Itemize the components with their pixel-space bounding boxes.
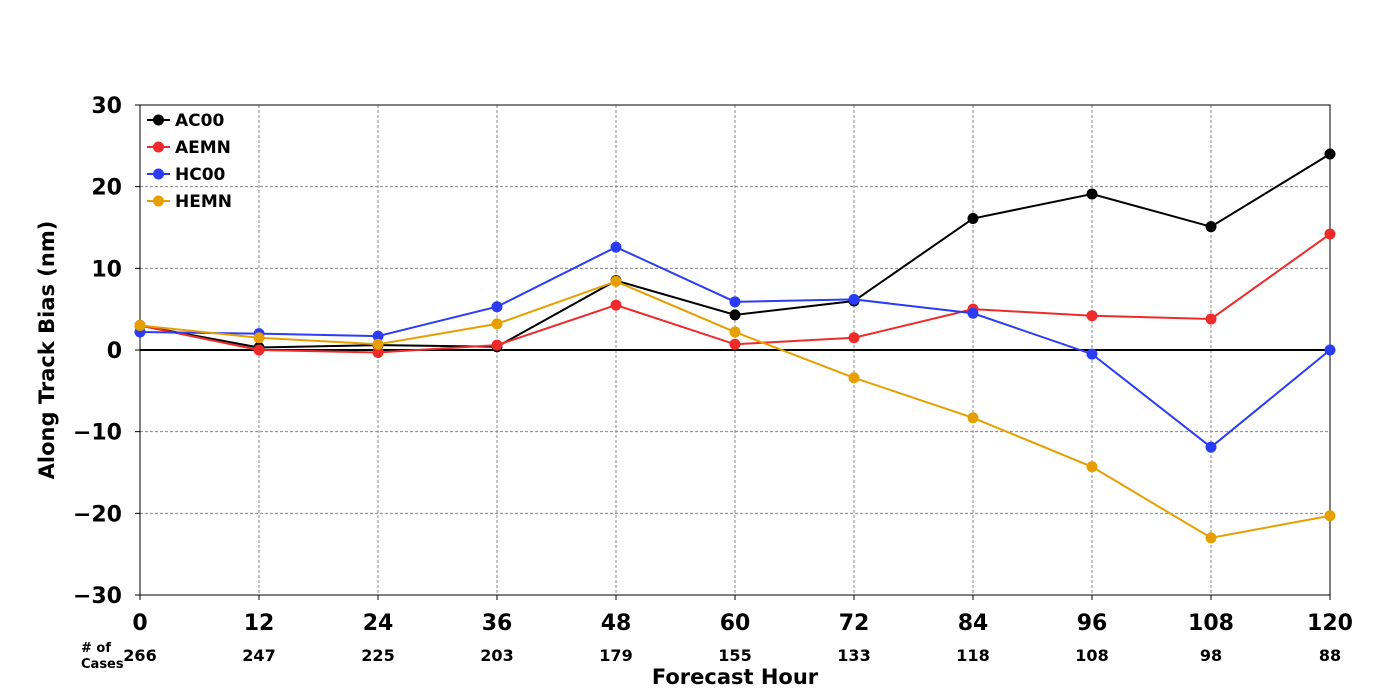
cases-value: 88 <box>1319 646 1341 665</box>
legend-marker-hc00 <box>153 168 164 180</box>
data-point-aemn <box>1324 228 1336 240</box>
y-tick-label: 20 <box>91 176 122 201</box>
data-point-hc00 <box>1324 344 1336 356</box>
data-point-hemn <box>729 326 741 338</box>
x-tick-label: 108 <box>1188 611 1234 636</box>
cases-value: 98 <box>1200 646 1222 665</box>
cases-value: 179 <box>599 646 632 665</box>
legend-label-hemn: HEMN <box>175 192 232 212</box>
series-hemn <box>134 275 1336 544</box>
data-point-aemn <box>729 338 741 350</box>
x-tick-label: 12 <box>244 611 275 636</box>
cases-value: 118 <box>956 646 989 665</box>
legend: AC00 AEMN HC00 HEMN <box>147 111 232 212</box>
data-point-hemn <box>491 318 503 330</box>
x-tick-label: 120 <box>1307 611 1353 636</box>
y-tick-label: 10 <box>91 257 122 282</box>
data-point-hc00 <box>967 307 979 319</box>
y-tick-label: 0 <box>107 339 122 364</box>
x-tick-label: 36 <box>482 611 513 636</box>
series-layer <box>134 148 1336 544</box>
data-point-aemn <box>372 346 384 358</box>
cases-row: 266 247 225 203 179 155 133 118 108 98 88 <box>123 646 1341 665</box>
cases-value: 108 <box>1075 646 1108 665</box>
data-point-ac00 <box>967 213 979 225</box>
x-axis-ticks: 0 12 24 36 48 60 72 84 96 108 120 <box>132 595 1353 636</box>
data-point-aemn <box>491 339 503 351</box>
y-tick-label: 30 <box>91 94 122 119</box>
data-point-aemn <box>1086 310 1098 322</box>
data-point-hemn <box>1205 532 1217 544</box>
x-tick-label: 84 <box>958 611 989 636</box>
data-point-hc00 <box>848 293 860 305</box>
x-tick-label: 96 <box>1077 611 1108 636</box>
cases-value: 247 <box>242 646 275 665</box>
x-tick-label: 72 <box>839 611 870 636</box>
data-point-hc00 <box>1205 441 1217 453</box>
series-hc00 <box>134 241 1336 453</box>
legend-marker-ac00 <box>153 114 164 126</box>
data-point-hemn <box>610 275 622 287</box>
x-tick-label: 60 <box>720 611 751 636</box>
x-tick-label: 48 <box>601 611 632 636</box>
y-axis-label: Along Track Bias (nm) <box>35 221 59 480</box>
data-point-hc00 <box>372 330 384 342</box>
data-point-ac00 <box>1324 148 1336 160</box>
data-point-hemn <box>253 332 265 344</box>
y-axis-ticks: 30 20 10 0 −10 −20 −30 <box>73 94 140 609</box>
x-axis-label: Forecast Hour <box>652 665 819 689</box>
data-point-aemn <box>253 344 265 356</box>
data-point-ac00 <box>1086 188 1098 200</box>
data-point-hc00 <box>610 241 622 253</box>
data-point-aemn <box>610 299 622 311</box>
cases-label-line2: Cases <box>81 657 124 672</box>
data-point-hemn <box>1086 461 1098 473</box>
data-point-ac00 <box>729 309 741 321</box>
data-point-hemn <box>1324 510 1336 522</box>
legend-label-hc00: HC00 <box>175 165 226 185</box>
x-tick-label: 0 <box>132 611 147 636</box>
data-point-hc00 <box>729 296 741 308</box>
y-tick-label: −30 <box>73 584 122 609</box>
legend-label-aemn: AEMN <box>175 138 231 158</box>
legend-label-ac00: AC00 <box>175 111 224 131</box>
data-point-hemn <box>967 412 979 424</box>
cases-value: 225 <box>361 646 394 665</box>
y-tick-label: −20 <box>73 502 122 527</box>
data-point-aemn <box>848 332 860 344</box>
data-point-hemn <box>372 338 384 350</box>
legend-marker-hemn <box>153 195 164 207</box>
data-point-hemn <box>848 372 860 384</box>
cases-value: 266 <box>123 646 156 665</box>
x-tick-label: 24 <box>363 611 394 636</box>
data-point-aemn <box>1205 313 1217 325</box>
data-point-hc00 <box>491 301 503 313</box>
series-aemn <box>134 228 1336 358</box>
data-point-hemn <box>134 320 146 331</box>
cases-label-line1: # of <box>81 641 111 656</box>
legend-marker-aemn <box>153 141 164 153</box>
cases-value: 133 <box>837 646 870 665</box>
data-point-hc00 <box>1086 348 1098 360</box>
data-point-ac00 <box>1205 221 1217 233</box>
cases-value: 203 <box>480 646 513 665</box>
cases-value: 155 <box>718 646 751 665</box>
y-tick-label: −10 <box>73 421 122 446</box>
